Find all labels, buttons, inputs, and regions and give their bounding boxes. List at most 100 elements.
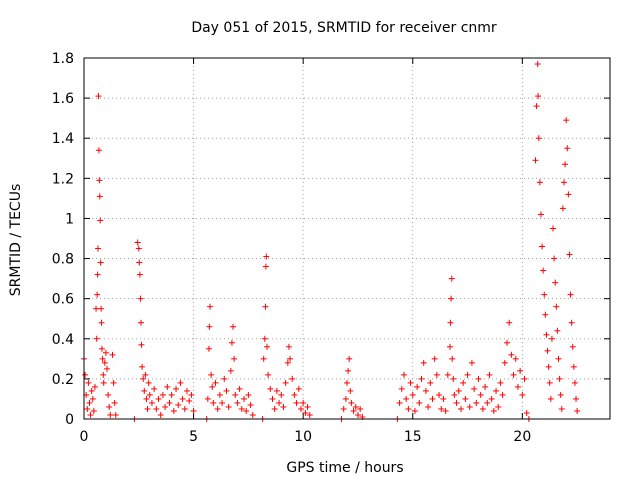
- data-point: [168, 391, 175, 398]
- data-point: [143, 395, 150, 402]
- data-point: [234, 399, 241, 406]
- data-point: [462, 395, 469, 402]
- data-point: [535, 135, 542, 142]
- data-point: [559, 205, 566, 212]
- data-point: [104, 365, 111, 372]
- data-point: [269, 395, 276, 402]
- data-point: [484, 399, 491, 406]
- data-point: [405, 405, 412, 412]
- data-point: [457, 405, 464, 412]
- data-point: [208, 371, 215, 378]
- data-point: [295, 385, 302, 392]
- data-point: [508, 351, 515, 358]
- data-point: [265, 371, 272, 378]
- data-point: [137, 295, 144, 302]
- data-point: [540, 267, 547, 274]
- data-point: [276, 399, 283, 406]
- data-point: [245, 391, 252, 398]
- data-point: [166, 399, 173, 406]
- data-point: [449, 355, 456, 362]
- data-point: [552, 279, 559, 286]
- data-point: [537, 211, 544, 218]
- data-point: [573, 395, 580, 402]
- data-point: [98, 345, 105, 352]
- data-point: [440, 395, 447, 402]
- data-point: [101, 359, 108, 366]
- data-point: [558, 405, 565, 412]
- data-point: [447, 319, 454, 326]
- data-point: [238, 405, 245, 412]
- data-point: [555, 355, 562, 362]
- data-point: [146, 391, 153, 398]
- data-point: [473, 399, 480, 406]
- y-tick-label: 0.2: [52, 372, 74, 388]
- data-point: [94, 291, 101, 298]
- data-point: [512, 355, 519, 362]
- data-point: [342, 395, 349, 402]
- data-point: [223, 387, 230, 394]
- data-point: [553, 303, 560, 310]
- data-point: [231, 355, 238, 362]
- data-point: [300, 399, 307, 406]
- data-point: [243, 407, 250, 414]
- data-point: [546, 379, 553, 386]
- data-point: [345, 367, 352, 374]
- data-point: [285, 343, 292, 350]
- data-point: [89, 395, 96, 402]
- data-point: [564, 145, 571, 152]
- data-point: [551, 255, 558, 262]
- data-point: [151, 385, 158, 392]
- data-point: [219, 399, 226, 406]
- y-axis-label: SRMTID / TECUs: [8, 184, 24, 297]
- data-point: [464, 371, 471, 378]
- data-point: [352, 403, 359, 410]
- data-point: [227, 367, 234, 374]
- data-point: [262, 263, 269, 270]
- data-point: [260, 355, 267, 362]
- data-point: [282, 379, 289, 386]
- data-point: [400, 371, 407, 378]
- data-point: [210, 399, 217, 406]
- data-point: [144, 405, 151, 412]
- x-tick-label: 20: [513, 429, 531, 445]
- data-point: [112, 411, 119, 418]
- data-point: [206, 323, 213, 330]
- data-point: [225, 403, 232, 410]
- data-point: [302, 409, 309, 416]
- data-point: [554, 327, 561, 334]
- data-point: [398, 385, 405, 392]
- data-point: [138, 341, 145, 348]
- data-point: [87, 411, 94, 418]
- data-point: [291, 391, 298, 398]
- data-point: [490, 407, 497, 414]
- data-point: [142, 371, 149, 378]
- data-point: [545, 363, 552, 370]
- data-point: [96, 193, 103, 200]
- x-tick-label: 10: [294, 429, 312, 445]
- data-point: [184, 387, 191, 394]
- data-point: [427, 379, 434, 386]
- data-point: [570, 363, 577, 370]
- x-tick-label: 5: [189, 429, 198, 445]
- data-point: [436, 391, 443, 398]
- y-tick-label: 1.8: [52, 51, 74, 67]
- data-point: [486, 371, 493, 378]
- data-point: [497, 379, 504, 386]
- data-point: [460, 379, 467, 386]
- data-point: [159, 391, 166, 398]
- data-point: [565, 191, 572, 198]
- data-point: [455, 387, 462, 394]
- data-point: [287, 355, 294, 362]
- data-point: [571, 379, 578, 386]
- data-point: [347, 387, 354, 394]
- data-point: [139, 363, 146, 370]
- data-point: [263, 253, 270, 260]
- data-point: [153, 405, 160, 412]
- x-axis-label: GPS time / hours: [286, 460, 403, 476]
- data-point: [188, 391, 195, 398]
- data-point: [91, 383, 98, 390]
- data-point: [568, 319, 575, 326]
- y-tick-label: 1.2: [52, 171, 74, 187]
- data-point: [297, 405, 304, 412]
- data-point: [134, 239, 141, 246]
